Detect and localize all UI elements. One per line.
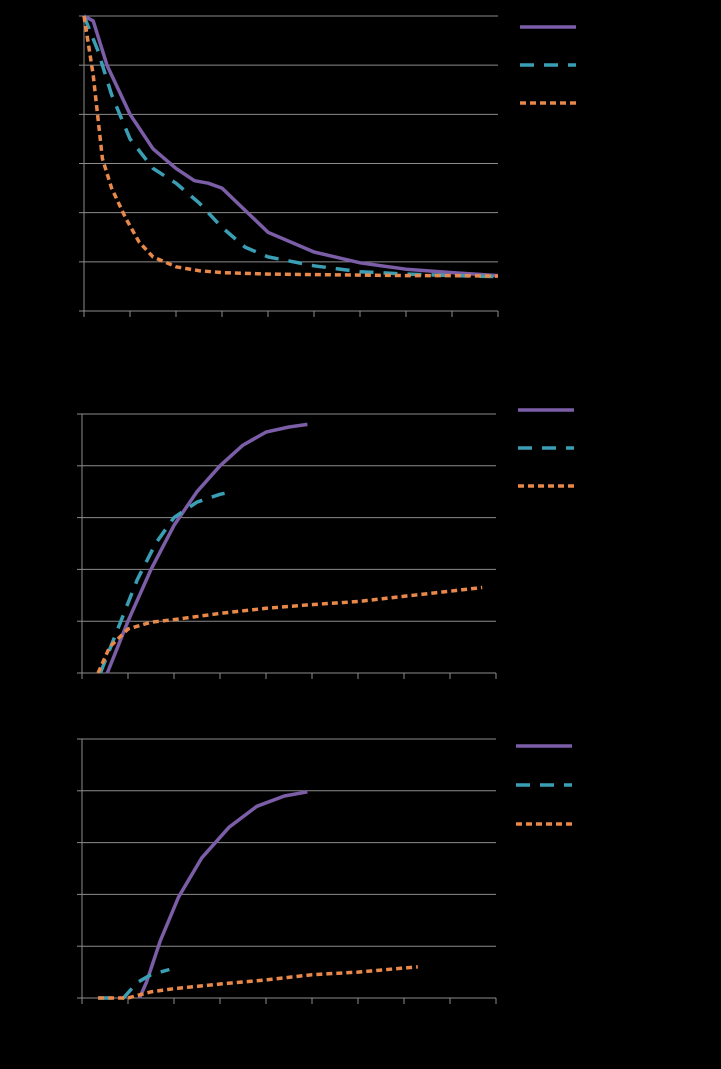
series-line-2: [82, 15, 499, 279]
chart-panel-1: [79, 14, 576, 317]
series-line-3: [96, 585, 483, 674]
series-line-1: [105, 422, 308, 674]
chart-panel-2: [77, 408, 574, 679]
series-line-3: [82, 15, 499, 278]
series-line-2: [98, 967, 170, 1000]
series-line-2: [98, 491, 225, 674]
series-line-3: [98, 965, 418, 1000]
series-line-1: [137, 790, 308, 999]
chart-panel-3: [77, 738, 572, 1004]
series-line-1: [83, 14, 499, 278]
